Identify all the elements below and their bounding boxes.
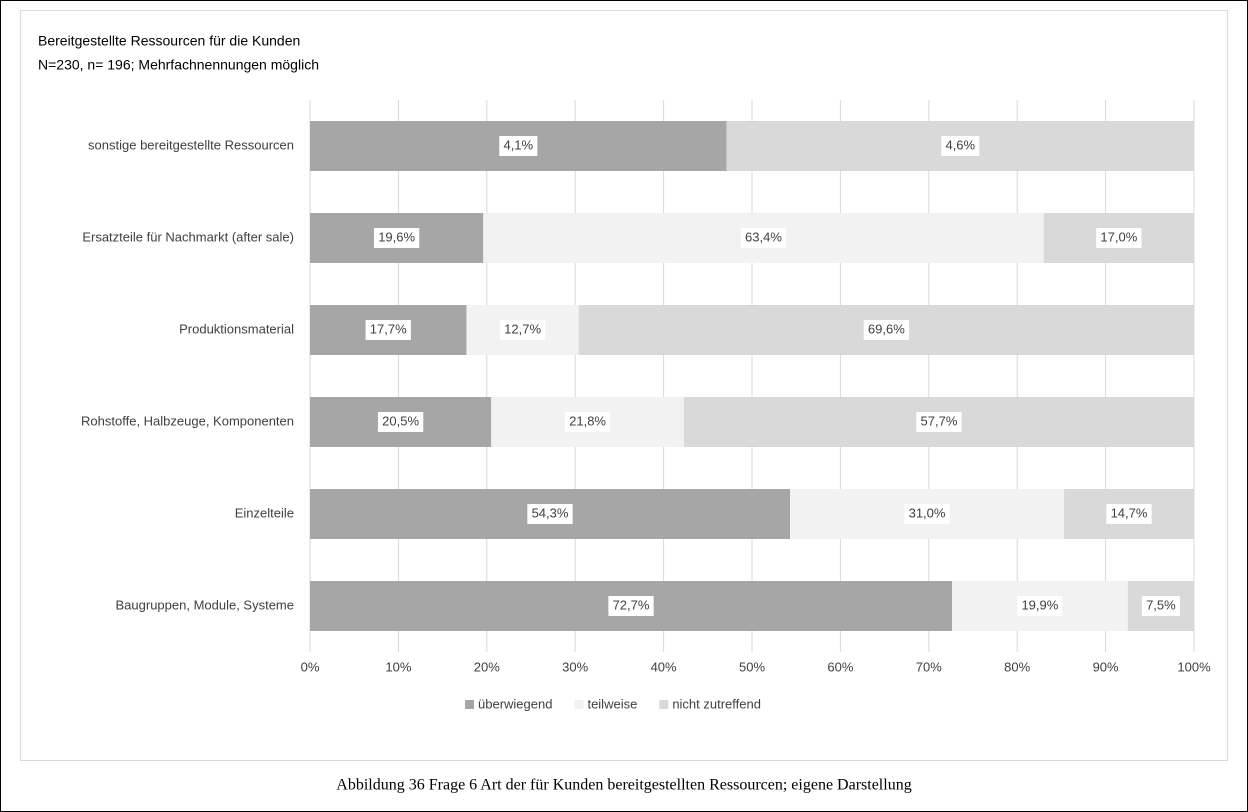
- data-label-bg: [499, 136, 538, 156]
- legend-swatch: [574, 700, 584, 709]
- data-label: 12,7%: [504, 321, 541, 336]
- x-tick-label: 30%: [562, 659, 588, 674]
- chart-subtitle: N=230, n= 196; Mehrfachnennungen möglich: [38, 57, 319, 73]
- data-label: 69,6%: [868, 321, 905, 336]
- data-label: 17,7%: [370, 321, 407, 336]
- data-label-bg: [863, 320, 910, 340]
- data-label-bg: [365, 320, 411, 340]
- data-label-bg: [740, 228, 787, 248]
- x-tick-label: 10%: [385, 659, 411, 674]
- data-label: 72,7%: [613, 597, 650, 612]
- data-label: 17,0%: [1100, 229, 1137, 244]
- data-label: 14,7%: [1111, 505, 1148, 520]
- data-label: 21,8%: [569, 413, 606, 428]
- y-tick-label: Baugruppen, Module, Systeme: [116, 597, 295, 612]
- data-label: 63,4%: [745, 229, 782, 244]
- x-tick-label: 90%: [1093, 659, 1119, 674]
- data-label-bg: [904, 504, 950, 524]
- data-label: 57,7%: [921, 413, 958, 428]
- x-tick-label: 60%: [827, 659, 853, 674]
- data-label-bg: [608, 596, 654, 616]
- data-label-bg: [373, 228, 420, 248]
- data-label-bg: [1141, 596, 1180, 616]
- x-tick-label: 40%: [651, 659, 677, 674]
- y-tick-label: Einzelteile: [235, 505, 294, 520]
- x-tick-label: 0%: [301, 659, 320, 674]
- legend-swatch: [465, 700, 474, 709]
- data-label-bg: [1096, 228, 1142, 248]
- legend-label: teilweise: [587, 696, 637, 711]
- y-tick-label: sonstige bereitgestellte Ressourcen: [88, 137, 294, 152]
- x-tick-label: 80%: [1004, 659, 1030, 674]
- data-label: 19,6%: [378, 229, 415, 244]
- x-tick-label: 100%: [1177, 659, 1211, 674]
- data-label-bg: [499, 320, 546, 340]
- data-label: 20,5%: [382, 413, 419, 428]
- y-tick-label: Produktionsmaterial: [179, 321, 294, 336]
- data-label-bg: [941, 136, 980, 156]
- legend-label: überwiegend: [478, 696, 552, 711]
- y-tick-label: Rohstoffe, Halbzeuge, Komponenten: [81, 413, 294, 428]
- legend-label: nicht zutreffend: [672, 696, 761, 711]
- data-label-bg: [377, 412, 424, 432]
- x-tick-label: 50%: [739, 659, 765, 674]
- data-label: 54,3%: [532, 505, 569, 520]
- x-tick-label: 20%: [474, 659, 500, 674]
- data-label-bg: [916, 412, 962, 432]
- data-label: 7,5%: [1146, 597, 1176, 612]
- data-label-bg: [527, 504, 573, 524]
- data-label: 4,1%: [503, 137, 533, 152]
- caption: Abbildung 36 Frage 6 Art der für Kunden …: [336, 777, 911, 794]
- data-label: 4,6%: [945, 137, 975, 152]
- data-label-bg: [564, 412, 611, 432]
- data-label-bg: [1017, 596, 1063, 616]
- data-label-bg: [1106, 504, 1152, 524]
- data-label: 19,9%: [1021, 597, 1058, 612]
- x-tick-label: 70%: [916, 659, 942, 674]
- data-label: 31,0%: [909, 505, 946, 520]
- legend-swatch: [659, 700, 669, 709]
- chart-title: Bereitgestellte Ressourcen für die Kunde…: [38, 33, 300, 49]
- y-tick-label: Ersatzteile für Nachmarkt (after sale): [82, 229, 294, 244]
